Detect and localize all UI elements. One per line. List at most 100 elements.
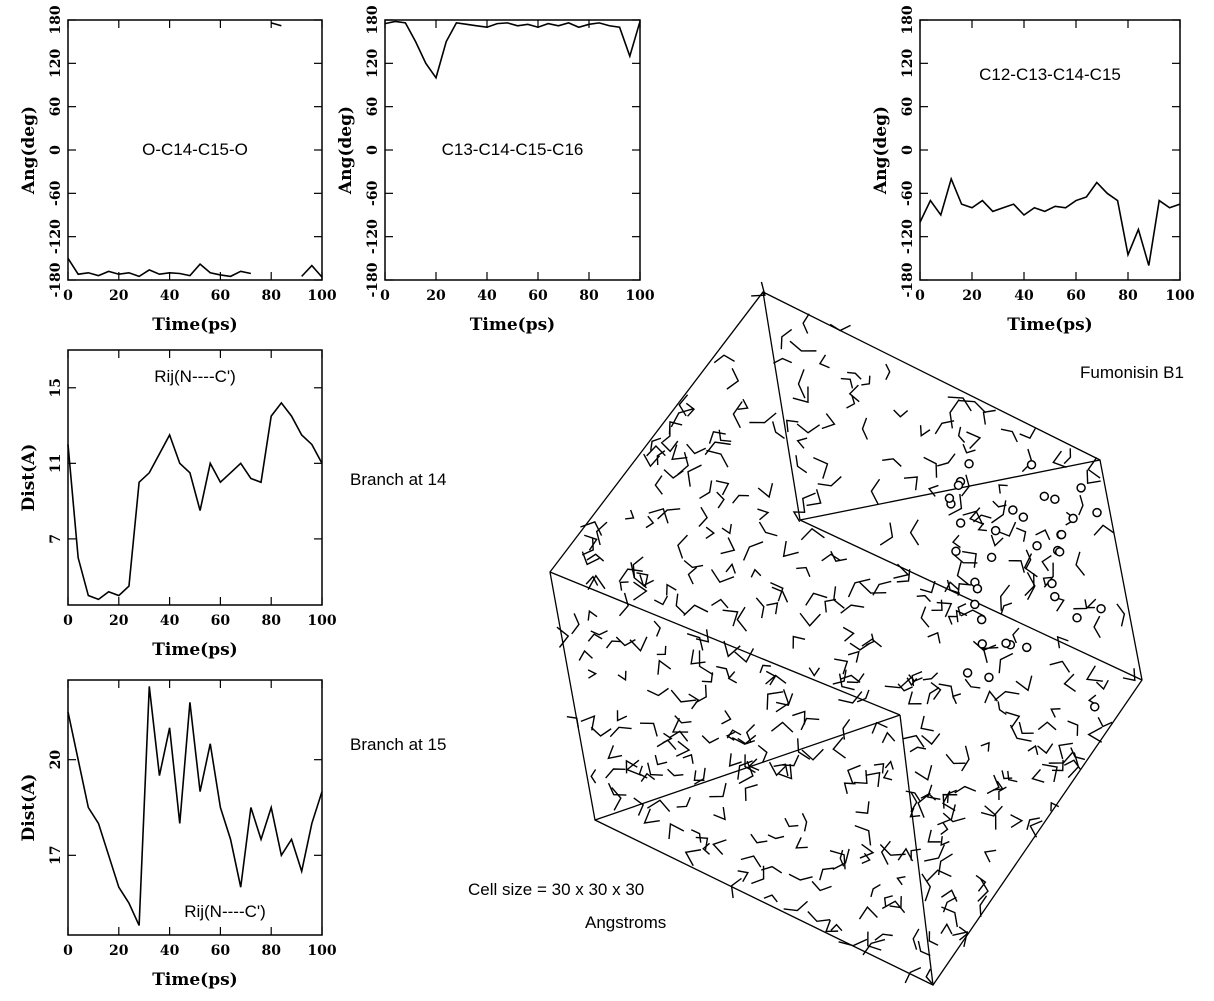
y-tick-label: 60 — [48, 97, 64, 117]
molecule — [1087, 726, 1103, 743]
molecule — [926, 784, 941, 801]
molecule — [862, 938, 886, 956]
molecule — [701, 735, 720, 744]
molecule — [607, 782, 627, 796]
molecule — [647, 762, 663, 776]
molecule — [801, 748, 824, 761]
y-tick-label: 120 — [900, 48, 916, 77]
molecule — [653, 595, 669, 606]
molecule — [942, 812, 966, 823]
molecule — [906, 677, 918, 687]
molecule — [609, 726, 632, 738]
molecule — [905, 790, 921, 802]
x-tick-label: 20 — [109, 288, 129, 304]
molecule — [782, 540, 799, 558]
y-tick-label: -180 — [48, 262, 64, 297]
molecule — [713, 354, 735, 364]
y-tick-label: 120 — [48, 48, 64, 77]
molecule — [998, 786, 1007, 801]
x-tick-label: 40 — [1014, 288, 1034, 304]
molecule — [736, 606, 748, 632]
molecule — [889, 896, 902, 909]
molecule — [766, 691, 784, 710]
molecule — [737, 398, 749, 410]
molecule — [656, 645, 667, 656]
x-tick-label: 0 — [915, 288, 925, 304]
molecule — [625, 759, 638, 774]
molecule — [948, 493, 963, 516]
molecule — [896, 875, 906, 886]
molecule — [625, 509, 635, 520]
chart-title: Rij(N----C') — [154, 367, 236, 386]
molecule — [796, 437, 808, 449]
molecule — [874, 933, 893, 941]
molecule — [884, 676, 912, 689]
molecule — [902, 734, 925, 748]
molecule — [904, 967, 922, 984]
molecule — [880, 840, 891, 865]
molecule — [983, 849, 997, 863]
molecule — [979, 895, 988, 917]
molecule — [706, 449, 729, 468]
molecule — [914, 765, 933, 781]
molecule — [917, 940, 931, 957]
x-tick-label: 80 — [261, 613, 281, 629]
molecule — [944, 581, 959, 593]
molecule — [994, 690, 1020, 702]
cell-edge — [799, 519, 1143, 681]
molecule — [1122, 668, 1136, 682]
solute-atom — [1096, 603, 1106, 614]
solute-atom — [1054, 547, 1065, 557]
molecule — [921, 873, 932, 902]
molecule — [713, 806, 726, 821]
molecule — [751, 281, 766, 297]
molecule — [772, 421, 785, 440]
molecule — [947, 396, 972, 412]
molecule — [1041, 555, 1052, 572]
x-tick-label: 40 — [160, 288, 180, 304]
molecule — [632, 556, 644, 578]
x-tick-label: 0 — [63, 943, 73, 959]
molecule — [832, 669, 847, 685]
molecule — [830, 923, 843, 932]
molecule — [618, 592, 629, 617]
molecule — [1035, 529, 1051, 541]
molecule — [940, 821, 949, 835]
molecule — [643, 808, 660, 824]
molecule — [832, 848, 850, 870]
molecule — [1075, 551, 1086, 576]
molecule — [763, 894, 778, 903]
molecule — [770, 581, 784, 602]
molecule — [711, 598, 729, 609]
molecule — [695, 684, 707, 704]
molecule — [919, 425, 931, 438]
molecule — [698, 650, 714, 676]
molecule — [630, 562, 647, 589]
molecule — [581, 537, 594, 556]
molecule — [811, 880, 832, 892]
molecule — [785, 419, 799, 433]
molecule — [937, 804, 956, 826]
y-axis-label: Ang(deg) — [19, 106, 39, 195]
molecule — [796, 566, 811, 577]
molecule — [879, 522, 894, 546]
molecule — [721, 523, 732, 535]
x-tick-label: 60 — [211, 288, 231, 304]
molecule — [962, 510, 983, 525]
molecule — [1116, 603, 1126, 627]
molecule — [750, 568, 762, 578]
molecule — [767, 834, 785, 840]
molecule — [761, 865, 783, 874]
molecule — [792, 710, 806, 725]
y-tick-label: 180 — [365, 5, 381, 34]
molecule — [709, 782, 727, 798]
x-tick-label: 60 — [1066, 288, 1086, 304]
solute-atom — [1072, 613, 1082, 623]
molecule — [1087, 457, 1101, 479]
molecule — [923, 456, 938, 478]
molecule — [855, 801, 870, 815]
molecule — [879, 844, 906, 856]
molecule — [819, 867, 835, 881]
molecule — [936, 601, 953, 618]
molecule — [1078, 495, 1084, 516]
